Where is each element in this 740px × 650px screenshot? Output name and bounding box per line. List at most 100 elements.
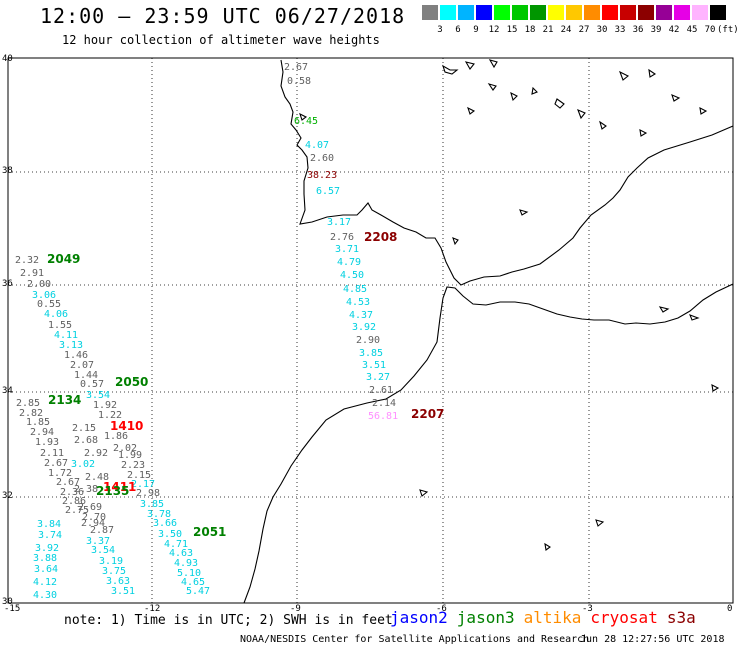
wave-height-value: 2.67 <box>44 458 68 469</box>
lat-label: 30 <box>2 597 13 607</box>
wave-height-value: 2.36 <box>60 487 84 498</box>
wave-height-value: 3.37 <box>86 536 110 547</box>
colorbar-label: 18 <box>524 25 536 35</box>
colorbar-swatch <box>620 5 636 20</box>
map-title: 12:00 — 23:59 UTC 06/27/2018 <box>40 4 406 28</box>
wave-height-value: 2.68 <box>74 435 98 446</box>
colorbar-swatch <box>548 5 564 20</box>
colorbar-swatch <box>440 5 456 20</box>
wave-height-value: 3.74 <box>38 530 62 541</box>
lat-label: 38 <box>2 166 13 176</box>
wave-height-value: 4.65 <box>181 577 205 588</box>
colorbar-swatch <box>566 5 582 20</box>
island <box>544 542 551 551</box>
wave-height-value: 3.19 <box>99 556 123 567</box>
wave-height-value: 0.55 <box>37 299 61 310</box>
legend-jason3: jason3 <box>456 608 515 627</box>
island <box>577 108 586 120</box>
lon-label: -6 <box>436 604 447 614</box>
wave-height-value: 1.86 <box>104 431 128 442</box>
wave-height-value: 3.75 <box>102 566 126 577</box>
wave-height-value: 1.92 <box>93 400 117 411</box>
wave-height-value: 1.93 <box>35 437 59 448</box>
lon-label: -15 <box>4 604 21 614</box>
wave-height-value: 4.93 <box>174 558 198 569</box>
island <box>519 209 529 216</box>
wave-height-value: 0.58 <box>287 76 311 87</box>
coastline-spain-med <box>460 125 734 286</box>
wave-height-value: 2.02 <box>113 443 137 454</box>
island <box>648 68 657 78</box>
island <box>689 314 700 321</box>
wave-height-value: 2.92 <box>84 448 108 459</box>
legend-cryosat: cryosat <box>590 608 658 627</box>
colorbar-swatch <box>584 5 600 20</box>
units-note: note: 1) Time is in UTC; 2) SWH is in fe… <box>64 613 393 628</box>
wave-height-value: 0.57 <box>80 379 104 390</box>
island <box>299 112 308 121</box>
colorbar-swatch <box>512 5 528 20</box>
pass-time-label: 2049 <box>47 252 80 266</box>
wave-height-value: 4.06 <box>44 309 68 320</box>
wave-height-value: 3.13 <box>59 340 83 351</box>
wave-height-value: 3.51 <box>111 586 135 597</box>
wave-height-value: 2.85 <box>16 398 40 409</box>
island <box>554 98 565 109</box>
island <box>452 237 459 246</box>
colorbar-label: 24 <box>560 25 572 35</box>
pass-time-label: 2134 <box>48 393 81 407</box>
island <box>599 120 607 130</box>
colorbar-label: 45 <box>686 25 698 35</box>
wave-height-value: 2.15 <box>127 470 151 481</box>
lon-label: -3 <box>582 604 593 614</box>
wave-height-value: 6.45 <box>294 116 318 127</box>
wave-height-value: 3.06 <box>32 290 56 301</box>
colorbar-unit: (ft) <box>717 25 739 35</box>
wave-height-value: 3.17 <box>327 217 351 228</box>
colorbar-label: 30 <box>596 25 608 35</box>
wave-height-value: 1.55 <box>48 320 72 331</box>
colorbar-label: 15 <box>506 25 518 35</box>
wave-height-value: 4.71 <box>164 539 188 550</box>
colorbar-label: 33 <box>614 25 626 35</box>
wave-height-value: 3.71 <box>335 244 359 255</box>
wave-height-value: 5.47 <box>186 586 210 597</box>
wave-height-value: 1.99 <box>118 450 142 461</box>
wave-height-value: 2.14 <box>372 398 396 409</box>
lat-label: 34 <box>2 386 13 396</box>
wave-height-value: 2.94 <box>81 518 105 529</box>
wave-height-value: 3.54 <box>91 545 115 556</box>
wave-height-value: 2.76 <box>330 232 354 243</box>
wave-height-value: 6.57 <box>316 186 340 197</box>
wave-height-value: 2.11 <box>40 448 64 459</box>
colorbar-swatch <box>638 5 654 20</box>
wave-height-value: 2.91 <box>20 268 44 279</box>
wave-height-value: 3.92 <box>352 322 376 333</box>
colorbar-label: 3 <box>437 25 443 35</box>
wave-height-value: 4.12 <box>33 577 57 588</box>
wave-height-value: 3.64 <box>34 564 58 575</box>
wave-height-value: 3.51 <box>362 360 386 371</box>
wave-height-value: 1.85 <box>26 417 50 428</box>
colorbar-swatch <box>476 5 492 20</box>
island <box>639 129 648 137</box>
colorbar-label: 70 <box>704 25 716 35</box>
colorbar-label: 27 <box>578 25 590 35</box>
wave-height-value: 3.92 <box>35 543 59 554</box>
colorbar-label: 39 <box>650 25 662 35</box>
island <box>671 94 681 102</box>
legend-jason2: jason2 <box>390 608 448 627</box>
wave-height-value: 4.53 <box>346 297 370 308</box>
wave-height-value: 2.17 <box>131 479 155 490</box>
wave-height-value: 2.07 <box>70 360 94 371</box>
colorbar-label: 42 <box>668 25 680 35</box>
wave-height-value: 4.37 <box>349 310 373 321</box>
wave-height-value: 3.88 <box>33 553 57 564</box>
pass-time-label: 2207 <box>411 407 444 421</box>
island <box>442 64 459 75</box>
island <box>595 519 605 527</box>
wave-height-value: 2.70 <box>82 512 106 523</box>
wave-height-value: 1.44 <box>74 370 98 381</box>
